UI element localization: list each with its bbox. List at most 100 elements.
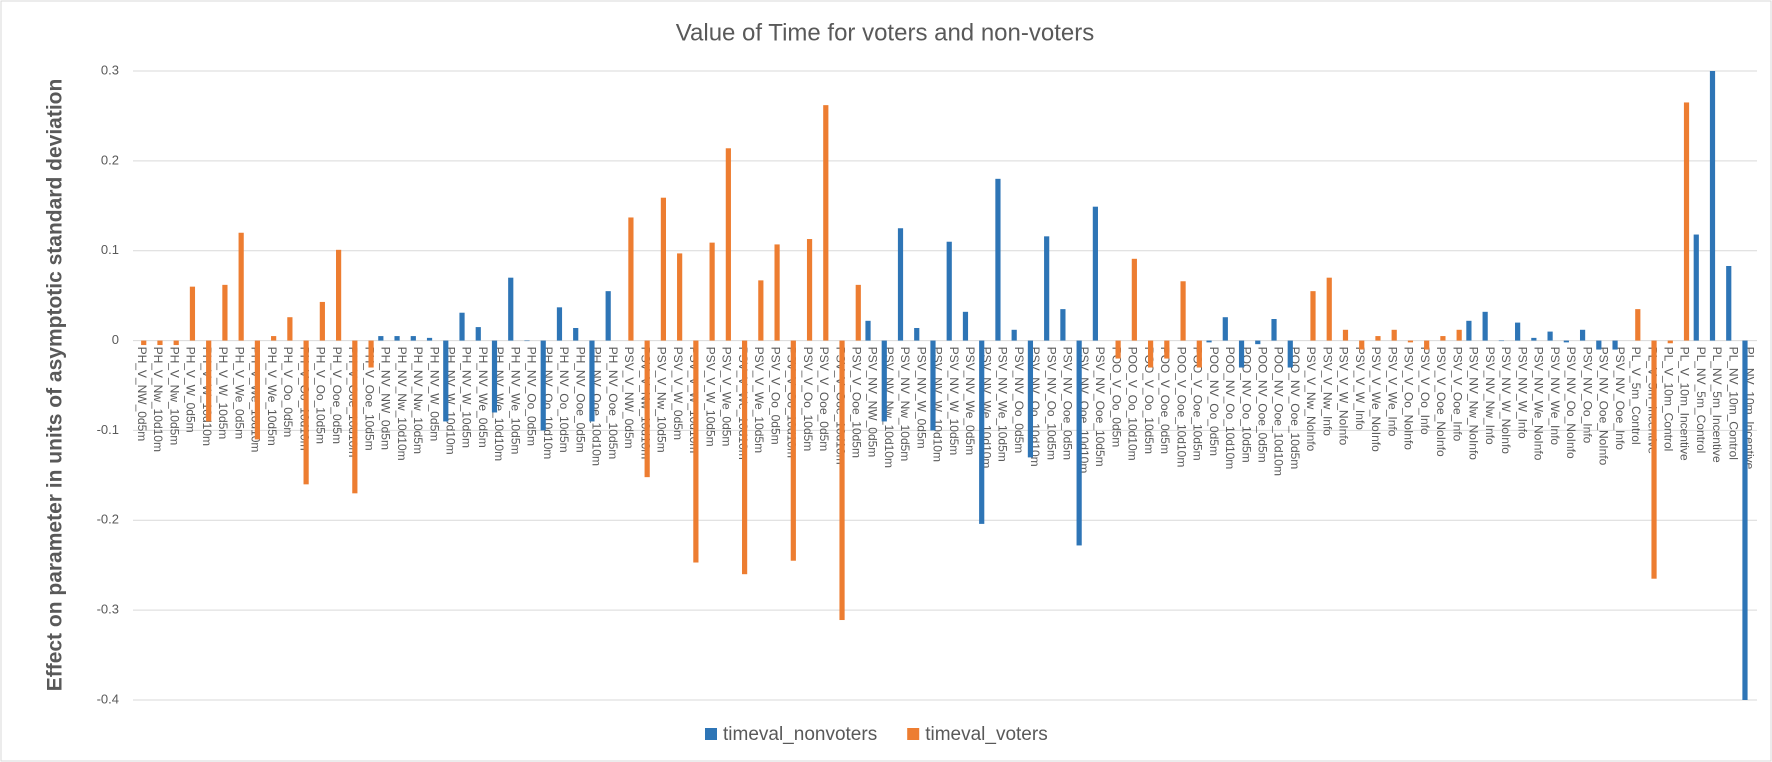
bar (855, 284, 861, 341)
bar (1596, 340, 1602, 350)
x-tick-label: PSV_V_Nw_10d5m (655, 347, 669, 453)
bar (1612, 340, 1618, 350)
x-tick-label: PSV_NV_W_NoInfo (1499, 347, 1513, 455)
x-tick-label: PSV_V_W_10d5m (703, 347, 717, 447)
bar (475, 327, 481, 341)
bar (1287, 340, 1293, 368)
y-tick-label: 0.1 (101, 242, 119, 257)
bar (189, 286, 196, 341)
x-tick-label: PH_NV_We_0d5m (476, 347, 490, 448)
x-tick-label: PL_NV_5m_Incentive (1710, 347, 1724, 463)
x-tick-label: POO_V_Oo_0d5m (1109, 347, 1123, 448)
bar (573, 327, 579, 341)
bar (1683, 102, 1690, 341)
x-tick-label: PL_V_10m_Control (1662, 347, 1676, 452)
x-tick-label: PH_NV_W_10d5m (460, 347, 474, 448)
bar (1498, 340, 1504, 342)
bar (1563, 340, 1569, 343)
x-tick-label: POO_NV_Ooe_0d5m (1256, 347, 1270, 463)
x-tick-label: PH_V_Ooe_0d5m (330, 347, 344, 444)
x-tick-label: PH_V_W_10d5m (216, 347, 230, 440)
bar (1326, 277, 1332, 341)
x-tick-label: POO_V_Ooe_0d5m (1158, 347, 1172, 454)
bar (443, 340, 449, 422)
x-tick-label: PH_V_We_0d5m (232, 347, 246, 440)
x-tick-label: PH_V_Ooe_10d5m (362, 347, 376, 451)
bar (287, 317, 293, 341)
x-tick-label: PSV_NV_Ooe_0d5m (1061, 347, 1075, 460)
bar (222, 284, 228, 341)
x-tick-label: PSV_NV_Ooe_NoInfo (1597, 347, 1611, 466)
bar (1196, 340, 1202, 368)
legend-swatch (705, 728, 717, 740)
bar (1375, 336, 1381, 341)
x-tick-label: PSV_NV_Oo_10d5m (1044, 347, 1058, 460)
bar (628, 217, 634, 341)
bar (758, 280, 764, 341)
bar (1726, 265, 1732, 341)
x-tick-label: PSV_V_Nw_NoInfo (1304, 347, 1318, 452)
x-tick-label: POO_NV_Ooe_10d5m (1288, 347, 1302, 470)
x-tick-label: POO_V_Oo_10d10m (1126, 347, 1140, 461)
bar (1531, 337, 1537, 341)
bar (1456, 329, 1462, 341)
x-tick-label: PSV_NV_Ooe_Info (1613, 347, 1627, 451)
bar (1440, 336, 1446, 341)
bar (368, 340, 374, 368)
bar (881, 340, 887, 422)
bar (524, 340, 530, 342)
bar (1271, 319, 1277, 341)
bar (1255, 340, 1261, 345)
bar (823, 105, 829, 341)
bar (1693, 234, 1699, 341)
bar (206, 340, 212, 422)
bar (459, 312, 465, 341)
bar (1011, 329, 1017, 341)
bar (141, 340, 147, 346)
chart-title: Value of Time for voters and non-voters (676, 19, 1094, 46)
bar (1076, 340, 1082, 546)
bar (1742, 340, 1748, 700)
x-tick-label: PSV_NV_We_10d5m (996, 347, 1010, 462)
x-tick-label: PL_V_10m_Incentive (1678, 347, 1692, 461)
bar (254, 340, 260, 440)
x-tick-label: POO_V_Oo_10d5m (1142, 347, 1156, 454)
bar (806, 239, 813, 341)
x-tick-label: POO_NV_Oo_10d10m (1223, 347, 1237, 470)
bar (1579, 329, 1586, 341)
x-tick-label: PSV_NV_Oo_0d5m (1012, 347, 1026, 454)
x-tick-label: PSV_V_We_NoInfo (1369, 347, 1383, 453)
x-tick-label: PSV_V_Oo_0d5m (768, 347, 782, 445)
x-tick-label: PH_V_Oo_10d5m (314, 347, 328, 444)
x-tick-label: PSV_NV_W_0d5m (914, 347, 928, 449)
legend-label: timeval_voters (925, 724, 1048, 745)
x-tick-label: PH_V_W_0d5m (184, 347, 198, 433)
bar (352, 340, 358, 494)
bar (303, 340, 309, 485)
bar (1310, 291, 1316, 341)
x-tick-label: PH_NV_Nw_10d5m (411, 347, 425, 454)
bar (1709, 71, 1716, 341)
x-tick-label: PSV_V_We_Info (1385, 347, 1399, 437)
x-tick-label: PSV_NV_We_Info (1548, 347, 1562, 446)
x-tick-label: PH_NV_Oo_0d5m (525, 347, 539, 446)
bar (1635, 309, 1641, 341)
x-tick-label: PH_V_Nw_10d5m (167, 347, 181, 446)
x-tick-label: PSV_V_Ooe_10d5m (850, 347, 864, 458)
x-tick-label: PH_NV_Nw_10d10m (395, 347, 409, 461)
x-tick-label: PSV_V_We_10d5m (752, 347, 766, 454)
y-tick-label: -0.4 (97, 691, 119, 706)
x-tick-label: PSV_V_W_0d5m (671, 347, 685, 440)
x-tick-label: PH_NV_W_0d5m (427, 347, 441, 442)
bar (1547, 331, 1553, 341)
bar (790, 340, 796, 561)
bar (742, 340, 748, 575)
bar (930, 340, 936, 431)
bar (336, 249, 342, 341)
bar (1651, 340, 1657, 579)
x-tick-label: PSV_NV_Oo_NoInfo (1564, 347, 1578, 459)
bar (508, 277, 514, 341)
x-tick-label: PH_V_We_10d5m (265, 347, 279, 446)
bar (914, 327, 920, 341)
